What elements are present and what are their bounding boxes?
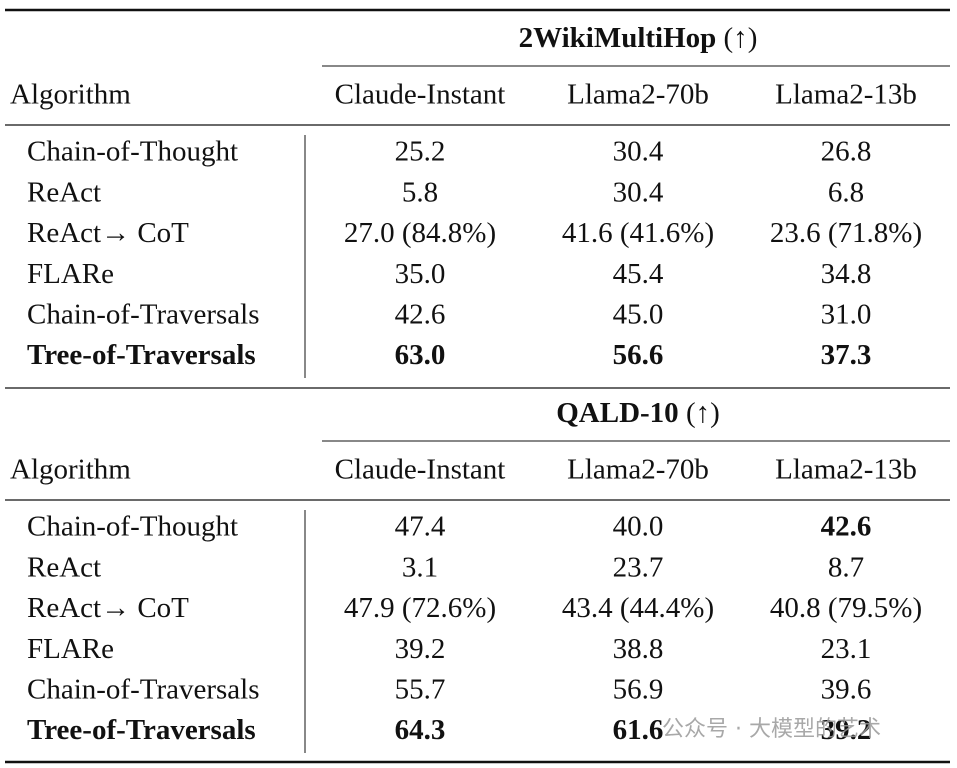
score-cell: 40.0	[613, 511, 664, 543]
column-header: Algorithm	[10, 79, 131, 111]
dataset-name: QALD-10	[556, 397, 678, 429]
score-cell: 55.7	[395, 673, 446, 705]
score-cell: 37.3	[821, 339, 872, 371]
score-cell: 23.1	[821, 633, 872, 665]
algorithm-name: Chain-of-Traversals	[27, 673, 260, 705]
column-header: Claude-Instant	[335, 79, 506, 111]
column-header: Llama2-70b	[567, 79, 709, 111]
score-cell: 39.2	[395, 633, 446, 665]
score-cell: 8.7	[828, 551, 864, 583]
score-cell: 31.0	[821, 298, 872, 330]
group-title: QALD-10 (↑)	[556, 397, 720, 429]
algorithm-name: Chain-of-Thought	[27, 511, 238, 543]
algorithm-name: ReAct	[27, 176, 101, 208]
column-header: Algorithm	[10, 454, 131, 486]
column-header: Llama2-13b	[775, 79, 917, 111]
score-cell: 43.4 (44.4%)	[562, 592, 714, 624]
score-cell: 42.6	[821, 511, 872, 543]
score-cell: 41.6 (41.6%)	[562, 217, 714, 249]
score-cell: 39.6	[821, 673, 872, 705]
score-cell: 34.8	[821, 258, 872, 290]
score-cell: 26.8	[821, 136, 872, 168]
score-cell: 56.6	[613, 339, 664, 371]
score-cell: 25.2	[395, 136, 446, 168]
score-cell: 38.8	[613, 633, 664, 665]
score-cell: 3.1	[402, 551, 438, 583]
score-cell: 56.9	[613, 673, 664, 705]
score-cell: 45.4	[613, 258, 664, 290]
algorithm-name: ReAct	[27, 551, 101, 583]
score-cell: 27.0 (84.8%)	[344, 217, 496, 249]
algorithm-name: Chain-of-Traversals	[27, 298, 260, 330]
column-header: Llama2-70b	[567, 454, 709, 486]
algorithm-name: FLARe	[27, 633, 114, 665]
score-cell: 64.3	[395, 714, 446, 746]
column-header: Claude-Instant	[335, 454, 506, 486]
score-cell: 35.0	[395, 258, 446, 290]
score-cell: 42.6	[395, 298, 446, 330]
dataset-name: 2WikiMultiHop	[519, 22, 717, 54]
score-cell: 30.4	[613, 136, 664, 168]
score-cell: 45.0	[613, 298, 664, 330]
algorithm-name: Chain-of-Thought	[27, 136, 238, 168]
score-cell: 63.0	[395, 339, 446, 371]
algorithm-name: ReAct→ CoT	[27, 217, 189, 249]
score-cell: 6.8	[828, 176, 864, 208]
algorithm-name: Tree-of-Traversals	[27, 714, 256, 746]
score-cell: 23.7	[613, 551, 664, 583]
score-cell: 40.8 (79.5%)	[770, 592, 922, 624]
algorithm-name: ReAct→ CoT	[27, 592, 189, 624]
score-cell: 47.4	[395, 511, 446, 543]
score-cell: 30.4	[613, 176, 664, 208]
direction-arrow: (↑)	[724, 22, 758, 54]
score-cell: 47.9 (72.6%)	[344, 592, 496, 624]
score-cell: 23.6 (71.8%)	[770, 217, 922, 249]
algorithm-name: Tree-of-Traversals	[27, 339, 256, 371]
algorithm-name: FLARe	[27, 258, 114, 290]
score-cell: 5.8	[402, 176, 438, 208]
score-cell: 39.2	[821, 714, 872, 746]
score-cell: 61.6	[613, 714, 664, 746]
column-header: Llama2-13b	[775, 454, 917, 486]
group-title: 2WikiMultiHop (↑)	[519, 22, 758, 54]
direction-arrow: (↑)	[686, 397, 720, 429]
watermark: 公众号 · 大模型的艺术	[662, 717, 881, 742]
